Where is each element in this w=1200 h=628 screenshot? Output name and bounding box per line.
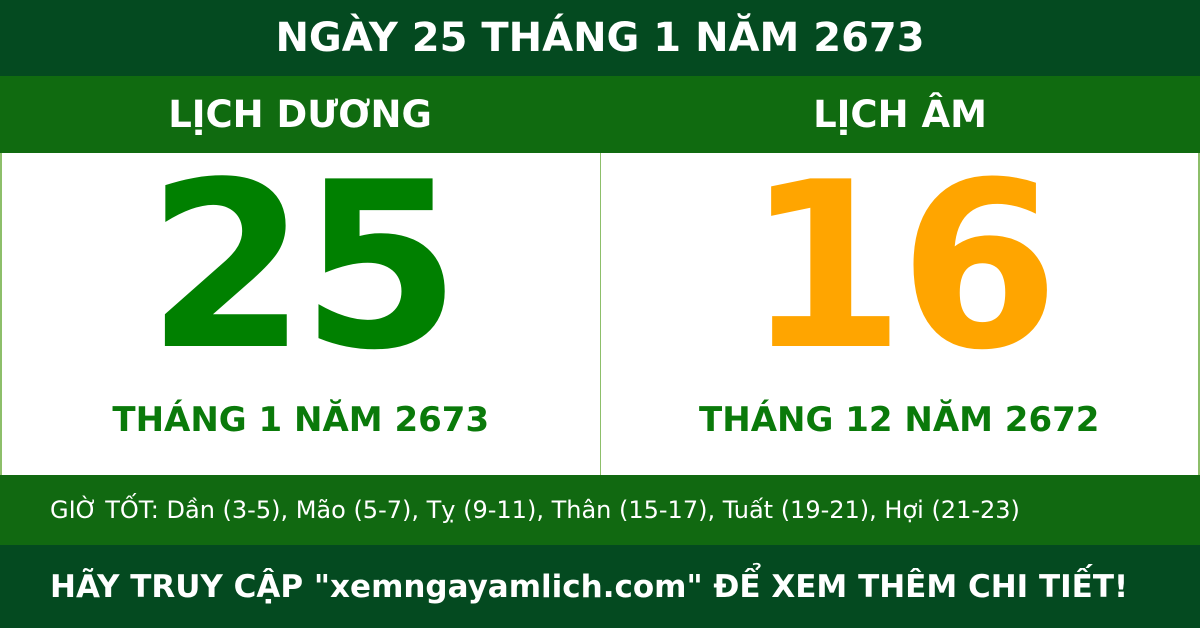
cta-bar: HÃY TRUY CẬP "xemngayamlich.com" ĐỂ XEM … (0, 545, 1200, 628)
solar-column: 25 THÁNG 1 NĂM 2673 (2, 153, 600, 475)
good-hours-bar: GIỜ TỐT: Dần (3-5), Mão (5-7), Tỵ (9-11)… (0, 475, 1200, 545)
page-title: NGÀY 25 THÁNG 1 NĂM 2673 (0, 0, 1200, 76)
solar-heading: LỊCH DƯƠNG (168, 93, 432, 136)
solar-month-year: THÁNG 1 NĂM 2673 (112, 400, 490, 440)
solar-day: 25 (146, 134, 461, 401)
title-text: NGÀY 25 THÁNG 1 NĂM 2673 (275, 15, 925, 61)
calendar-headings: LỊCH DƯƠNG LỊCH ÂM (0, 76, 1200, 153)
lunar-day: 16 (745, 134, 1059, 401)
cta-text: HÃY TRUY CẬP "xemngayamlich.com" ĐỂ XEM … (50, 568, 1129, 605)
calendar-body: 25 THÁNG 1 NĂM 2673 16 THÁNG 12 NĂM 2672 (0, 153, 1200, 475)
lunar-column: 16 THÁNG 12 NĂM 2672 (599, 134, 1199, 475)
lunar-month-year: THÁNG 12 NĂM 2672 (699, 400, 1100, 440)
good-hours-text: GIỜ TỐT: Dần (3-5), Mão (5-7), Tỵ (9-11)… (50, 496, 1020, 524)
lunar-heading: LỊCH ÂM (813, 93, 987, 136)
